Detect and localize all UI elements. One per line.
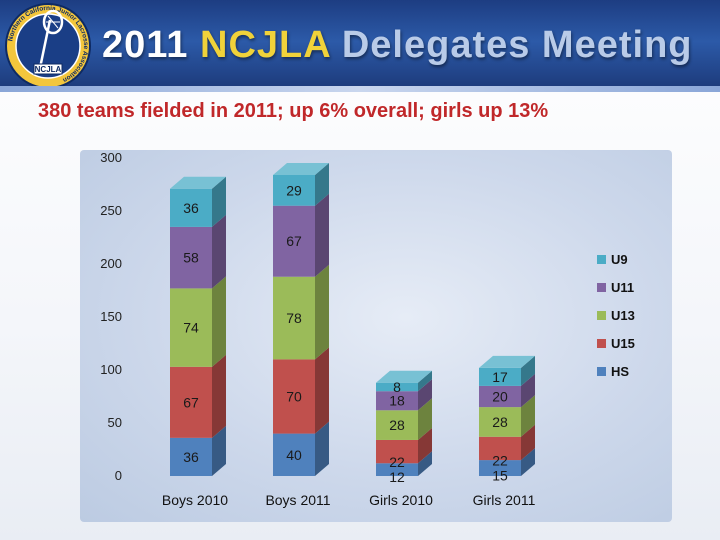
legend-swatch-u13 — [597, 311, 606, 320]
page-title: 2011 NCJLA Delegates Meeting — [102, 24, 693, 67]
data-label: 40 — [286, 447, 302, 463]
x-tick-label: Boys 2011 — [265, 492, 330, 508]
data-label: 28 — [492, 414, 508, 430]
bar-side-u13 — [212, 276, 226, 367]
bar-segment-u15 — [170, 366, 212, 438]
bar-segment-u11 — [479, 385, 521, 408]
y-tick-label: 100 — [100, 362, 122, 377]
data-label: 74 — [183, 320, 199, 336]
legend-swatch-u15 — [597, 339, 606, 348]
data-label: 58 — [183, 250, 199, 266]
y-tick-label: 0 — [115, 468, 122, 483]
bar-segment-u9 — [273, 174, 315, 206]
data-label: 12 — [389, 469, 405, 485]
bar-side-u15 — [521, 424, 535, 461]
data-label: 18 — [389, 393, 405, 409]
legend-label-hs: HS — [611, 364, 629, 379]
bar-segment-u11 — [170, 226, 212, 289]
bar-side-hs — [315, 421, 329, 476]
y-tick-label: 50 — [108, 415, 122, 430]
bar-top-u9 — [376, 370, 432, 383]
legend-label-u13: U13 — [611, 308, 635, 323]
bar-segment-u9 — [479, 367, 521, 386]
bar-side-u13 — [521, 395, 535, 437]
data-label: 67 — [286, 233, 302, 249]
bar-segment-u13 — [273, 276, 315, 360]
bar-segment-u13 — [376, 410, 418, 440]
data-label: 22 — [389, 454, 405, 470]
logo-badge-text: NCJLA — [35, 65, 62, 74]
bar-top-u9 — [479, 355, 535, 368]
data-label: 28 — [389, 417, 405, 433]
chart-title: 380 teams fielded in 2011; up 6% overall… — [38, 100, 549, 122]
y-tick-label: 250 — [100, 203, 122, 218]
title-year: 2011 — [102, 24, 189, 66]
bar-side-u15 — [315, 347, 329, 434]
bar-segment-u15 — [479, 436, 521, 461]
x-tick-label: Boys 2010 — [162, 492, 228, 508]
data-label: 36 — [183, 200, 199, 216]
title-org: NCJLA — [200, 24, 331, 66]
data-label: 17 — [492, 369, 508, 385]
bar-segment-u13 — [479, 407, 521, 437]
data-label: 36 — [183, 449, 199, 465]
bar-segment-u15 — [273, 359, 315, 434]
y-tick-label: 300 — [100, 150, 122, 165]
data-label: 29 — [286, 182, 302, 198]
legend-swatch-hs — [597, 367, 606, 376]
bar-segment-hs — [376, 463, 418, 476]
bar-side-u15 — [212, 354, 226, 438]
legend-label-u11: U11 — [611, 280, 634, 295]
bar-top-u9 — [170, 176, 226, 189]
data-label: 8 — [393, 379, 401, 395]
bar-side-u11 — [418, 379, 432, 411]
bar-side-u13 — [418, 398, 432, 440]
bar-side-u11 — [212, 214, 226, 289]
bar-segment-hs — [273, 433, 315, 476]
bar-segment-hs — [170, 437, 212, 476]
x-tick-label: Girls 2010 — [369, 492, 433, 508]
y-tick-label: 200 — [100, 256, 122, 271]
bar-segment-u13 — [170, 288, 212, 367]
legend-label-u9: U9 — [611, 252, 628, 267]
bar-side-u9 — [315, 162, 329, 206]
header-banner: Northern California Junior Lacrosse Asso… — [0, 0, 720, 92]
bar-segment-u15 — [376, 439, 418, 464]
legend-label-u15: U15 — [611, 336, 635, 351]
bar-side-hs — [521, 448, 535, 476]
bar-side-u11 — [521, 373, 535, 408]
bar-side-u13 — [315, 264, 329, 360]
title-rest: Delegates Meeting — [341, 24, 693, 66]
bar-side-u11 — [315, 193, 329, 277]
bar-segment-u11 — [376, 391, 418, 411]
bar-segment-u9 — [376, 382, 418, 392]
bar-segment-u11 — [273, 205, 315, 277]
bar-side-u9 — [521, 355, 535, 386]
data-label: 15 — [492, 468, 508, 484]
bar-segment-hs — [479, 460, 521, 476]
bar-side-u15 — [418, 427, 432, 464]
bar-side-hs — [212, 425, 226, 476]
bar-side-hs — [418, 451, 432, 476]
bar-segment-u9 — [170, 188, 212, 227]
bar-side-u9 — [212, 176, 226, 227]
header-stripe — [0, 86, 720, 92]
data-label: 78 — [286, 310, 302, 326]
legend-swatch-u9 — [597, 255, 606, 264]
bar-side-u9 — [418, 370, 432, 392]
y-tick-label: 150 — [100, 309, 122, 324]
data-label: 22 — [492, 453, 508, 469]
bar-top-u9 — [273, 162, 329, 175]
ncjla-logo-icon: Northern California Junior Lacrosse Asso… — [5, 3, 91, 89]
data-label: 70 — [286, 389, 302, 405]
data-label: 20 — [492, 389, 508, 405]
x-tick-label: Girls 2011 — [473, 492, 536, 508]
legend-swatch-u11 — [597, 283, 606, 292]
data-label: 67 — [183, 394, 199, 410]
